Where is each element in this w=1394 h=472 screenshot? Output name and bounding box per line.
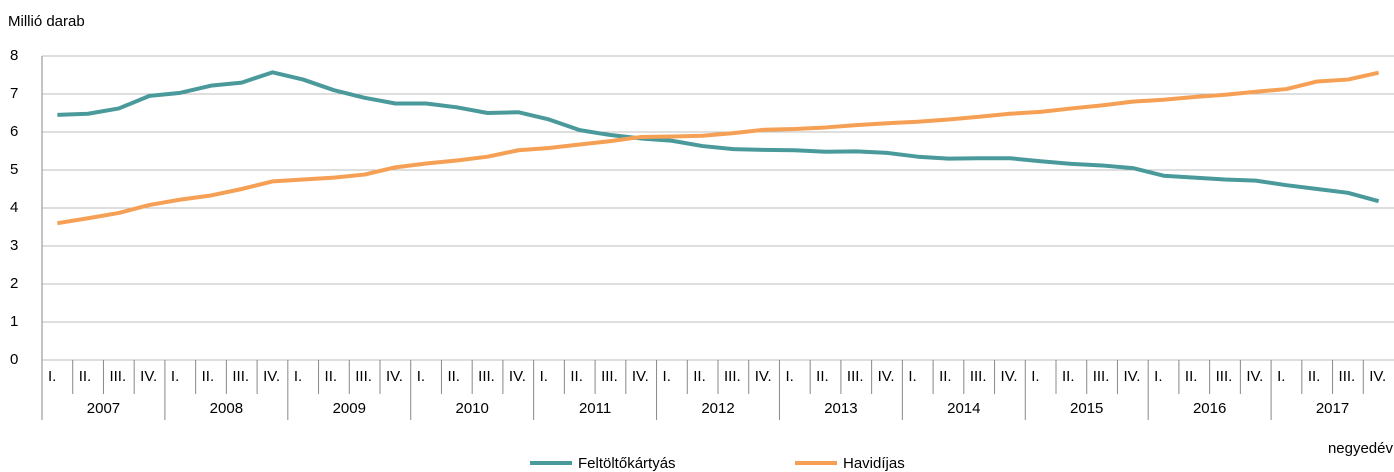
y-tick-label: 7 (10, 85, 18, 102)
x-tick-label: I. (1154, 368, 1162, 385)
x-tick-label: II. (816, 368, 829, 385)
x-tick-label: II. (325, 368, 338, 385)
x-tick-label: II. (1185, 368, 1198, 385)
x-tick-label: I. (540, 368, 548, 385)
group-label: 2015 (1070, 400, 1103, 417)
x-tick-label: III. (970, 368, 987, 385)
group-label: 2014 (947, 400, 980, 417)
y-axis-label: Millió darab (8, 13, 85, 30)
x-tick-label: I. (294, 368, 302, 385)
y-tick-label: 1 (10, 313, 18, 330)
x-tick-label: IV. (509, 368, 526, 385)
x-tick-label: IV. (1369, 368, 1386, 385)
x-tick-label: IV. (632, 368, 649, 385)
y-tick-label: 5 (10, 161, 18, 178)
x-tick-label: III. (601, 368, 618, 385)
x-tick-label: IV. (263, 368, 280, 385)
group-label: 2009 (333, 400, 366, 417)
group-label: 2011 (579, 400, 611, 417)
x-tick-label: I. (171, 368, 179, 385)
group-label: 2016 (1193, 400, 1226, 417)
x-tick-label: III. (847, 368, 864, 385)
legend-label: Havidíjas (843, 455, 905, 472)
y-tick-label: 0 (10, 351, 18, 368)
x-tick-label: IV. (1001, 368, 1018, 385)
x-tick-label: III. (232, 368, 249, 385)
group-label: 2008 (210, 400, 243, 417)
x-tick-label: III. (724, 368, 741, 385)
series-line (57, 70, 1380, 204)
legend-label: Feltöltőkártyás (578, 455, 676, 472)
x-tick-label: II. (1062, 368, 1075, 385)
x-tick-label: IV. (386, 368, 403, 385)
x-tick-label: I. (1277, 368, 1285, 385)
x-tick-label: III. (1216, 368, 1233, 385)
x-tick-label: IV. (878, 368, 895, 385)
y-tick-label: 3 (10, 237, 18, 254)
x-tick-label: I. (663, 368, 671, 385)
x-tick-label: I. (785, 368, 793, 385)
x-tick-label: II. (447, 368, 460, 385)
x-tick-label: II. (693, 368, 706, 385)
x-tick-label: IV. (1246, 368, 1263, 385)
x-tick-label: IV. (140, 368, 157, 385)
x-tick-label: I. (48, 368, 56, 385)
x-tick-label: IV. (755, 368, 772, 385)
group-label: 2017 (1316, 400, 1349, 417)
x-tick-label: II. (202, 368, 215, 385)
y-tick-label: 2 (10, 275, 18, 292)
x-tick-label: III. (355, 368, 372, 385)
x-tick-label: III. (109, 368, 126, 385)
x-tick-label: III. (1093, 368, 1110, 385)
x-tick-label: IV. (1123, 368, 1140, 385)
group-label: 2013 (824, 400, 857, 417)
x-tick-label: I. (908, 368, 916, 385)
x-tick-label: II. (939, 368, 952, 385)
series-line (57, 70, 1380, 226)
y-tick-label: 6 (10, 123, 18, 140)
x-axis-label: negyedév (1328, 440, 1394, 457)
y-tick-label: 8 (10, 47, 18, 64)
group-label: 2007 (87, 400, 120, 417)
x-tick-label: I. (417, 368, 425, 385)
y-tick-label: 4 (10, 199, 18, 216)
x-tick-label: I. (1031, 368, 1039, 385)
x-tick-label: III. (478, 368, 495, 385)
group-label: 2012 (701, 400, 734, 417)
group-label: 2010 (455, 400, 488, 417)
x-tick-label: II. (1308, 368, 1321, 385)
x-tick-label: III. (1339, 368, 1356, 385)
x-tick-label: II. (79, 368, 92, 385)
x-tick-label: II. (570, 368, 583, 385)
